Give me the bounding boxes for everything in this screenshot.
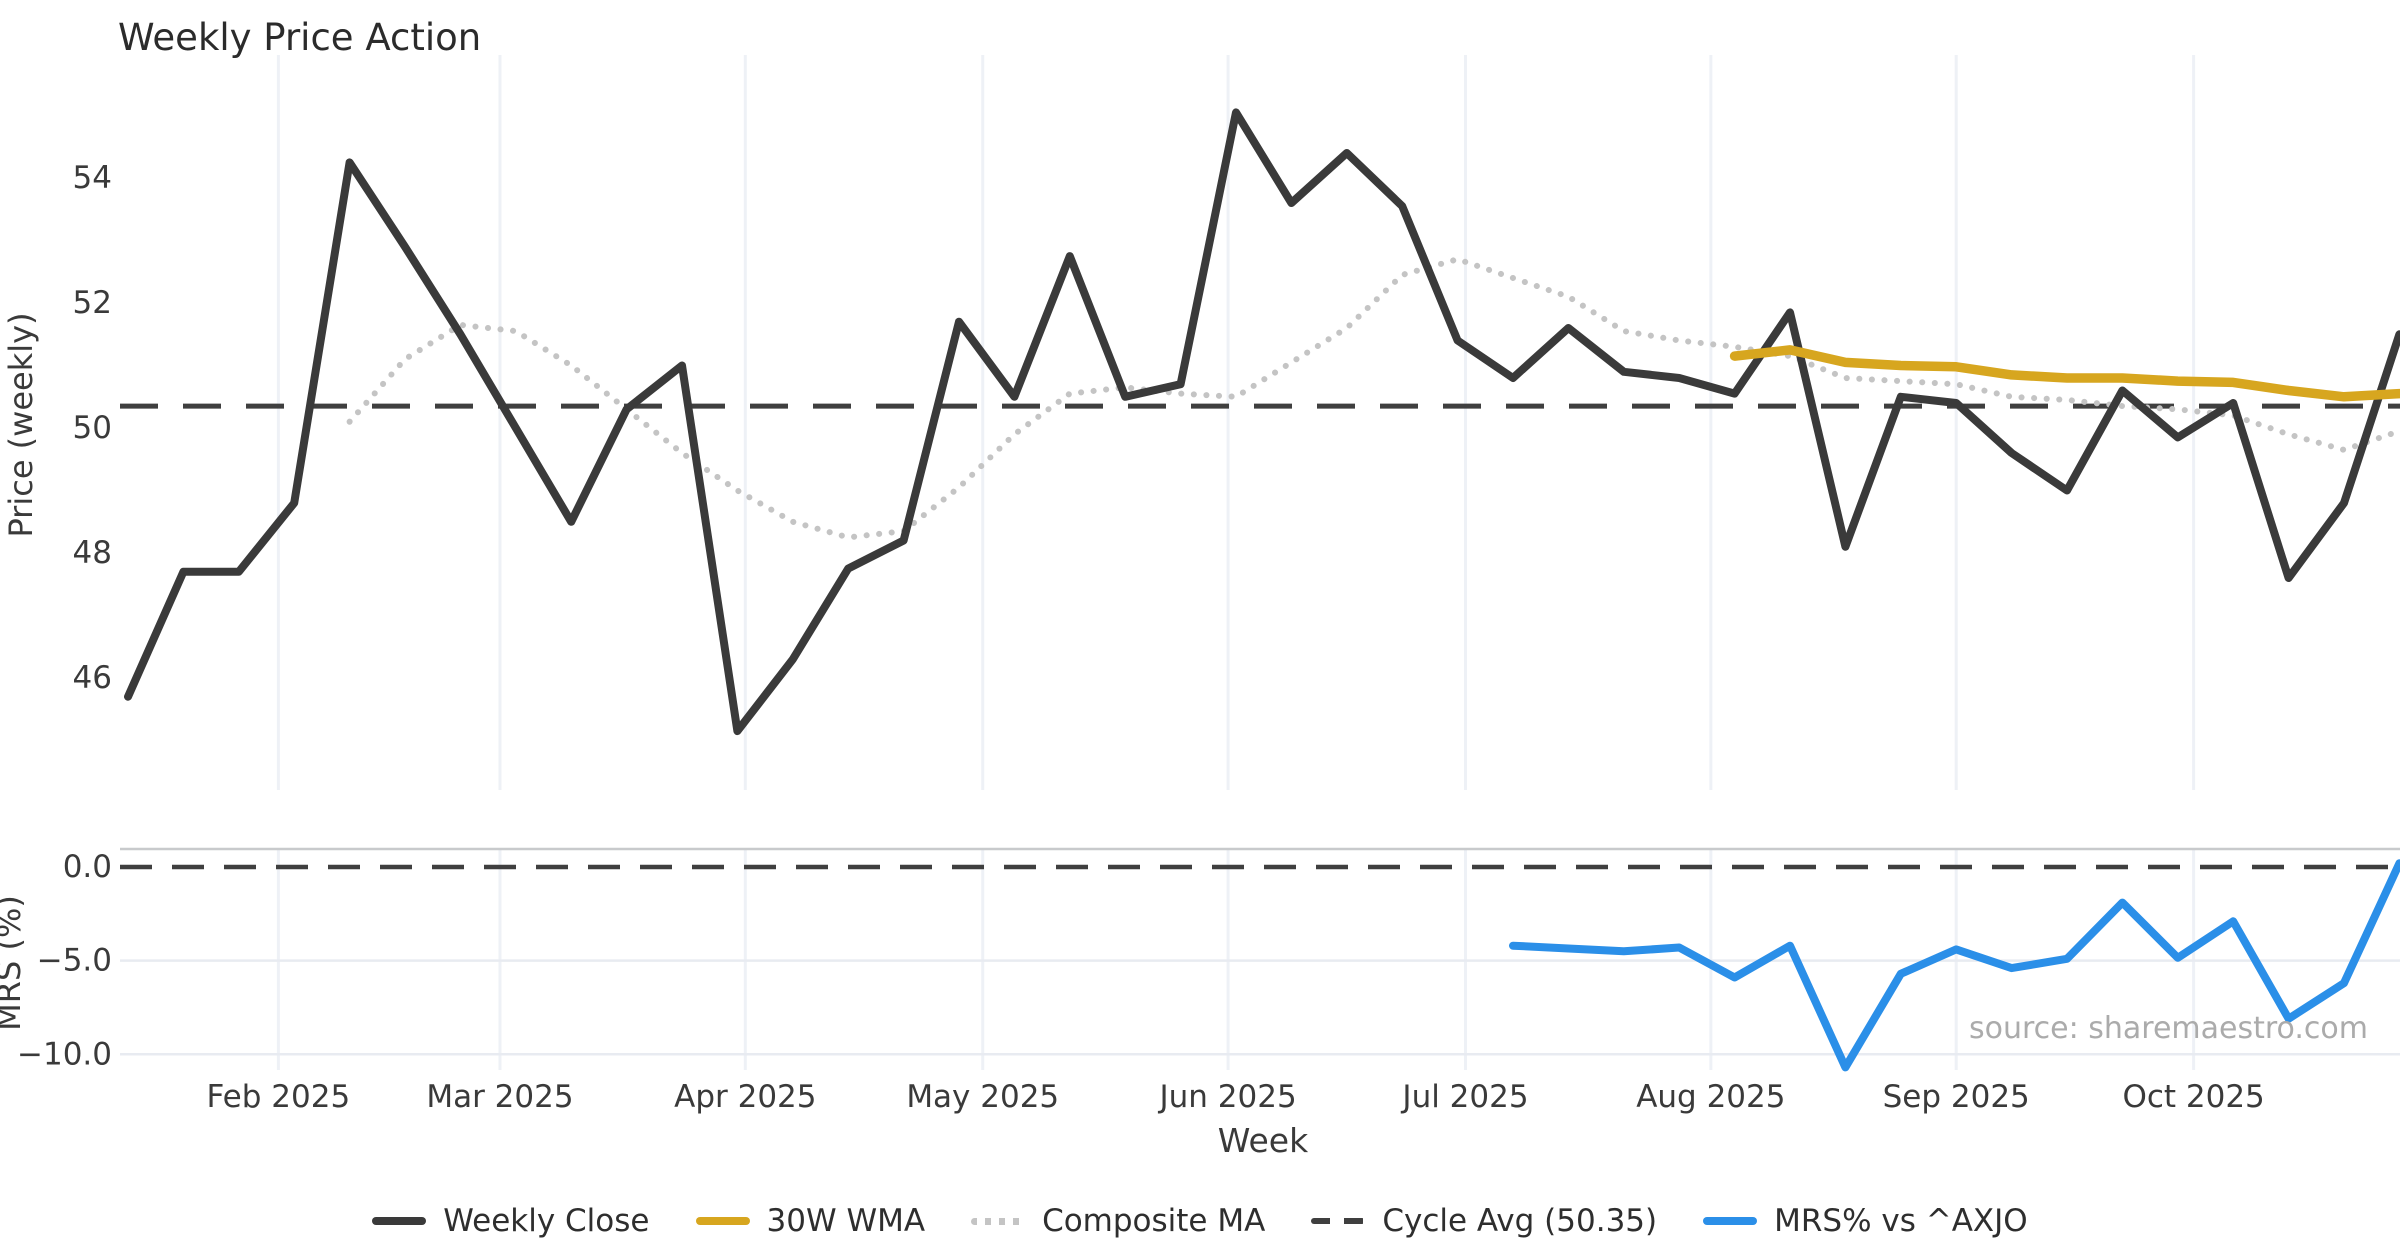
x-tick-label: Apr 2025 <box>674 1079 816 1115</box>
gridlines <box>120 55 2400 1070</box>
price-tick-label: 46 <box>73 660 112 696</box>
legend-label: 30W WMA <box>766 1203 926 1239</box>
axis-ticks: Feb 2025 Mar 2025 Apr 2025 May 2025 Jun 2025… <box>17 160 2265 1115</box>
x-tick-label: Mar 2025 <box>426 1079 573 1115</box>
legend-label: Cycle Avg (50.35) <box>1382 1203 1658 1239</box>
legend-swatch-solid <box>695 1217 750 1225</box>
legend-label: MRS% vs ^AXJO <box>1774 1203 2028 1239</box>
price-tick-label: 52 <box>73 285 112 321</box>
x-tick-label: Feb 2025 <box>207 1079 351 1115</box>
legend-swatch-solid <box>372 1217 427 1225</box>
mrs-tick-label: −5.0 <box>37 943 112 979</box>
legend-label: Composite MA <box>1042 1203 1266 1239</box>
x-tick-label: Aug 2025 <box>1636 1079 1785 1115</box>
weekly-close-line <box>124 108 2400 736</box>
price-tick-label: 50 <box>73 410 112 446</box>
legend-item: MRS% vs ^AXJO <box>1703 1203 2028 1239</box>
legend-item: Cycle Avg (50.35) <box>1311 1203 1657 1239</box>
composite-ma-line <box>346 256 2400 541</box>
price-tick-label: 48 <box>73 535 112 571</box>
legend-item: 30W WMA <box>695 1203 926 1239</box>
legend-item: Composite MA <box>971 1203 1265 1239</box>
mrs-line <box>1509 859 2400 1072</box>
x-tick-label: Jul 2025 <box>1400 1079 1528 1115</box>
legend: Weekly Close 30W WMA Composite MA Cycle Avg… <box>0 1203 2400 1239</box>
price-axis-title: Price (weekly) <box>2 312 40 537</box>
legend-swatch-solid <box>1703 1217 1758 1225</box>
wma-30w-line <box>1729 345 2400 402</box>
price-tick-label: 54 <box>73 160 112 196</box>
x-tick-label: May 2025 <box>906 1079 1059 1115</box>
mrs-axis-title: MRS (%) <box>0 895 28 1031</box>
x-axis-title: Week <box>1218 1121 1309 1160</box>
chart-title: Weekly Price Action <box>118 16 481 59</box>
legend-label: Weekly Close <box>443 1203 650 1239</box>
series-lines <box>124 108 2400 1072</box>
source-credit: source: sharemaestro.com <box>1969 1011 2368 1046</box>
mrs-tick-label: −10.0 <box>17 1036 112 1072</box>
legend-item: Weekly Close <box>372 1203 650 1239</box>
legend-swatch-dotted <box>971 1217 1026 1225</box>
mrs-tick-label: 0.0 <box>63 849 112 885</box>
reference-lines <box>120 403 2400 870</box>
x-tick-label: Jun 2025 <box>1157 1079 1296 1115</box>
legend-swatch-dashed <box>1311 1218 1366 1224</box>
x-tick-label: Sep 2025 <box>1883 1079 2030 1115</box>
x-tick-label: Oct 2025 <box>2122 1079 2264 1115</box>
